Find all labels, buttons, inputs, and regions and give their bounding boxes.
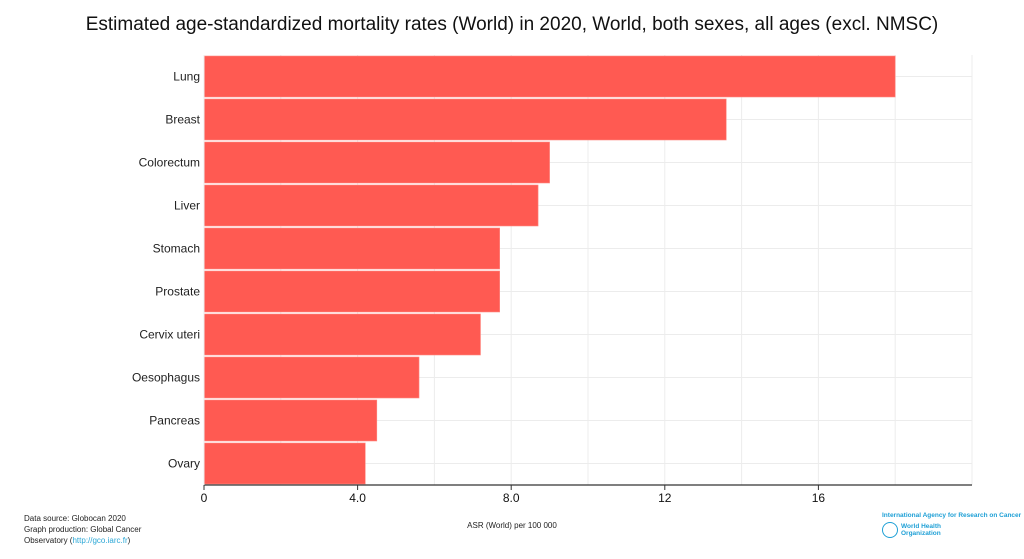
who-logo: World Health Organization	[882, 522, 941, 538]
bar-liver	[203, 184, 539, 227]
gco-link[interactable]: http://gco.iarc.fr	[72, 536, 128, 545]
x-tick-label: 16	[812, 491, 826, 505]
who-line2: Organization	[901, 530, 941, 537]
y-tick-label: Colorectum	[139, 156, 200, 170]
bar-oesophagus	[203, 356, 420, 399]
data-source-note: Data source: Globocan 2020 Graph product…	[24, 513, 141, 546]
y-tick-label: Stomach	[153, 242, 200, 256]
x-tick-label: 12	[658, 491, 672, 505]
y-tick-label: Pancreas	[149, 414, 200, 428]
who-globe-icon	[882, 522, 898, 538]
bar-prostate	[203, 270, 500, 313]
who-line1: World Health	[901, 523, 941, 530]
chart-title: Estimated age-standardized mortality rat…	[85, 14, 939, 35]
bar-ovary	[203, 442, 366, 485]
bar-cervix-uteri	[203, 313, 481, 356]
bar-colorectum	[203, 141, 550, 184]
bar-breast	[203, 98, 727, 141]
bar-pancreas	[203, 399, 378, 442]
footer-line3: Observatory (	[24, 536, 73, 545]
y-tick-label: Liver	[174, 199, 200, 213]
y-tick-label: Prostate	[155, 285, 200, 299]
x-tick-label: 4.0	[349, 491, 366, 505]
x-tick-label: 0	[201, 491, 208, 505]
x-axis-label: ASR (World) per 100 000	[467, 521, 557, 530]
bar-stomach	[203, 227, 500, 270]
iarc-logo: International Agency for Research on Can…	[882, 512, 1022, 519]
y-tick-label: Cervix uteri	[139, 328, 200, 342]
y-tick-label: Ovary	[168, 457, 200, 471]
y-tick-label: Oesophagus	[132, 371, 200, 385]
y-tick-label: Lung	[173, 70, 200, 84]
footer-line2: Graph production: Global Cancer	[24, 525, 142, 534]
footer-line1: Data source: Globocan 2020	[24, 514, 126, 523]
y-tick-label: Breast	[165, 113, 200, 127]
x-tick-label: 8.0	[503, 491, 520, 505]
footer-paren: )	[127, 536, 131, 545]
bar-lung	[203, 55, 896, 98]
